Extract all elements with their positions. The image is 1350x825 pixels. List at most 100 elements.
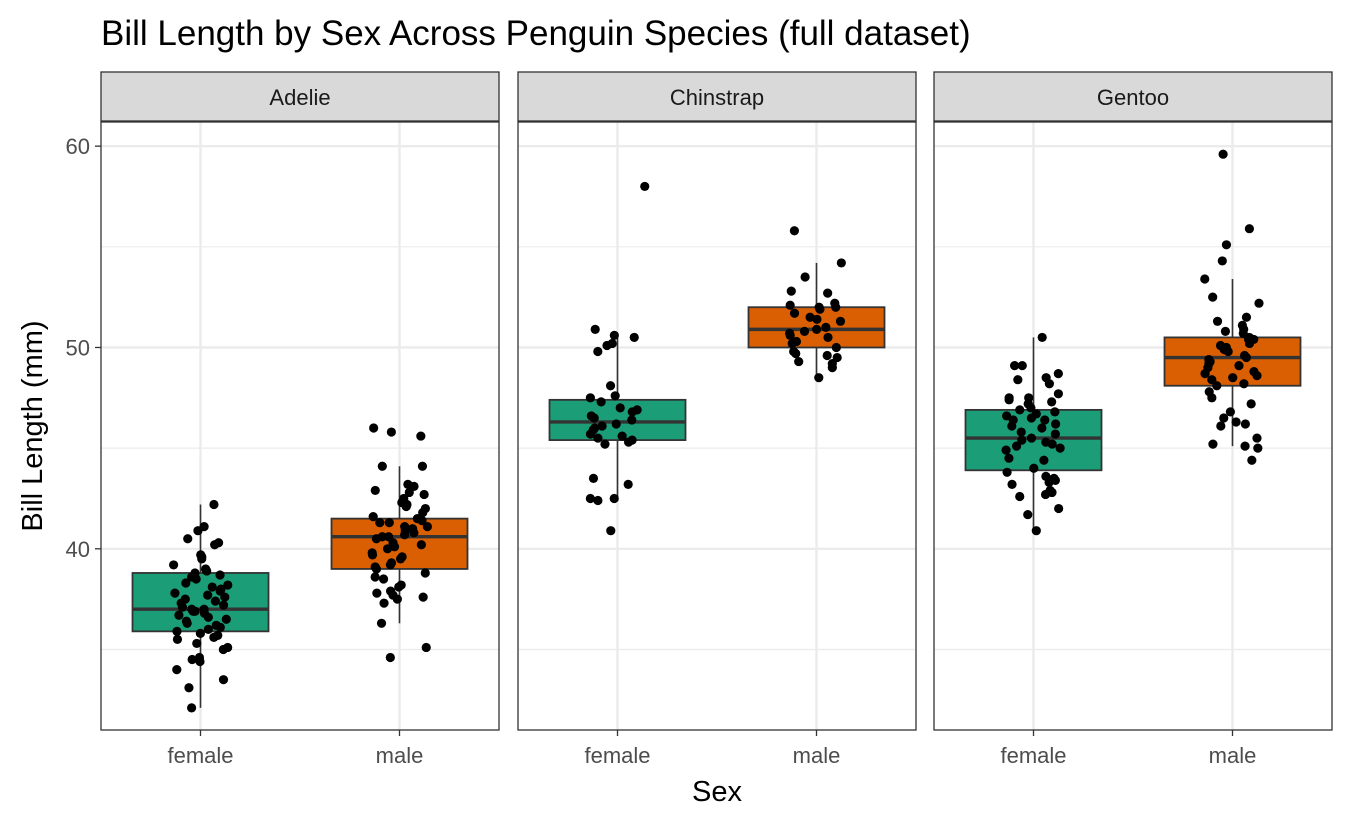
data-point [1212,316,1223,326]
data-point [172,634,183,645]
data-point [370,485,380,496]
strip-background [100,71,500,122]
data-point [395,554,406,564]
data-point [1241,312,1252,322]
x-tick-label-male: male [1209,743,1257,768]
data-point [1026,413,1037,423]
data-point [221,614,231,624]
data-point [392,594,402,604]
data-point [421,642,431,653]
data-point [187,654,197,665]
data-point [197,554,207,564]
data-point [1051,419,1061,429]
data-point [814,373,824,383]
data-point [177,602,188,612]
data-point [1212,381,1222,391]
panel-background [101,122,499,730]
data-point [588,473,599,483]
panel-border [100,121,500,731]
data-point [382,544,393,554]
x-axis-title: Sex [692,776,742,808]
data-point [1011,441,1022,451]
data-point [615,403,625,413]
data-point [170,588,180,598]
data-point [1031,526,1041,536]
data-point [384,518,394,528]
y-axis [95,145,101,550]
x-tick-label-male: male [793,743,841,768]
data-point [600,439,610,449]
data-point [1016,427,1026,437]
data-point [209,632,219,642]
data-point [799,326,810,336]
data-point [190,606,200,616]
data-point [1001,445,1011,455]
box-gentoo-female [964,332,1103,536]
x-tick-label-female: female [167,743,233,768]
data-point [1220,326,1231,336]
data-point [181,578,191,588]
data-point [1240,419,1250,429]
data-point [786,286,796,296]
data-point [1050,429,1060,439]
data-point [385,560,396,570]
x-tick-label-female: female [1000,743,1066,768]
data-point [191,574,201,584]
data-point [215,622,225,632]
data-point [1040,489,1051,500]
data-point [375,518,385,528]
data-point [371,534,382,544]
data-point [418,592,428,602]
data-point [1252,371,1262,381]
data-point [605,381,616,391]
x-tick-label-male: male [376,743,424,768]
data-point [385,652,395,663]
data-point [202,566,212,576]
data-point [223,580,233,590]
data-point [371,564,382,574]
data-point [593,495,603,506]
data-point [1253,443,1263,453]
box-adelie-female [131,499,270,713]
data-point [418,507,428,518]
data-point [1244,338,1255,349]
data-point [1004,395,1014,405]
data-point [1207,393,1217,403]
data-point [183,534,193,544]
data-point [1225,407,1236,417]
data-point [1254,298,1264,308]
data-point [369,423,379,433]
data-point [370,572,380,582]
data-point [1017,361,1027,371]
data-point [368,511,378,522]
data-point [378,574,389,584]
facet-adelie: Adelie female male [100,71,500,768]
data-point [609,330,619,341]
data-point [597,421,607,431]
data-point [1228,373,1238,383]
data-point [1026,433,1037,443]
data-point [822,350,832,361]
data-point [203,612,213,622]
data-point [827,363,837,373]
y-tick-label-60: 60 [66,134,90,159]
data-point [376,618,387,628]
data-point [836,258,846,268]
data-point [1240,441,1250,451]
box-chinstrap-male [747,226,886,383]
data-point [1015,491,1025,502]
data-point [1053,389,1063,399]
data-point [831,302,841,312]
data-point [823,332,833,343]
data-point [1002,411,1012,421]
data-point [593,346,603,357]
data-point [1004,453,1014,463]
data-point [209,499,219,510]
data-point [218,675,229,685]
data-point [174,610,184,620]
data-point [789,226,800,236]
y-tick-label-50: 50 [66,335,90,360]
data-point [821,322,831,332]
data-point [585,493,595,504]
